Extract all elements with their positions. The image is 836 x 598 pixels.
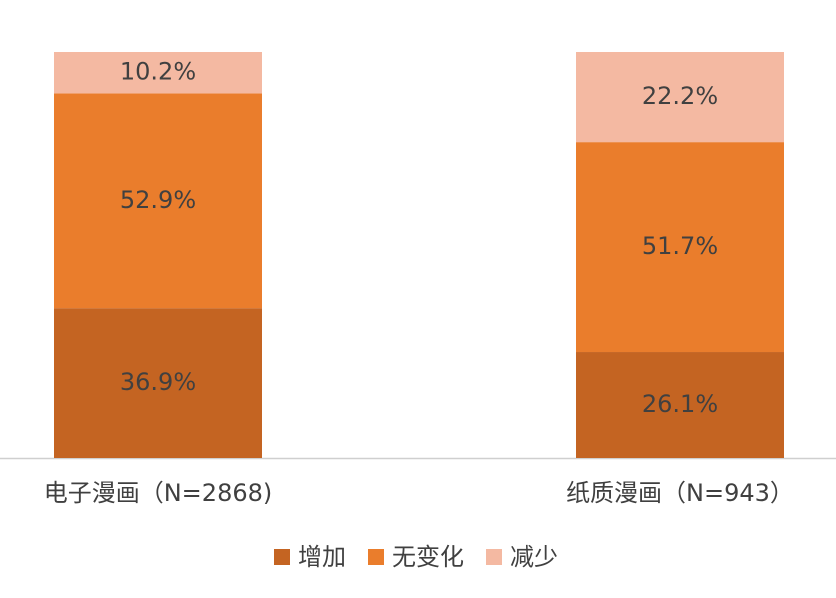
data-label: 10.2% xyxy=(120,58,196,86)
legend-label: 减少 xyxy=(510,543,558,571)
bar-segment xyxy=(54,52,262,94)
bar-segment xyxy=(576,52,784,143)
data-label: 51.7% xyxy=(642,232,718,260)
bar-segment xyxy=(576,352,784,458)
bar-segment xyxy=(54,93,262,309)
legend-swatch xyxy=(486,549,502,565)
bar-segment xyxy=(54,308,262,458)
x-tick-label: 纸质漫画（N=943） xyxy=(566,479,794,507)
data-label: 52.9% xyxy=(120,186,196,214)
bar-segment xyxy=(576,142,784,353)
legend-label: 增加 xyxy=(298,543,346,571)
x-tick-label: 电子漫画（N=2868) xyxy=(44,479,273,507)
data-label: 36.9% xyxy=(120,368,196,396)
legend-swatch xyxy=(274,549,290,565)
legend-label: 无变化 xyxy=(392,543,464,571)
legend-swatch xyxy=(368,549,384,565)
data-label: 26.1% xyxy=(642,390,718,418)
data-label: 22.2% xyxy=(642,82,718,110)
